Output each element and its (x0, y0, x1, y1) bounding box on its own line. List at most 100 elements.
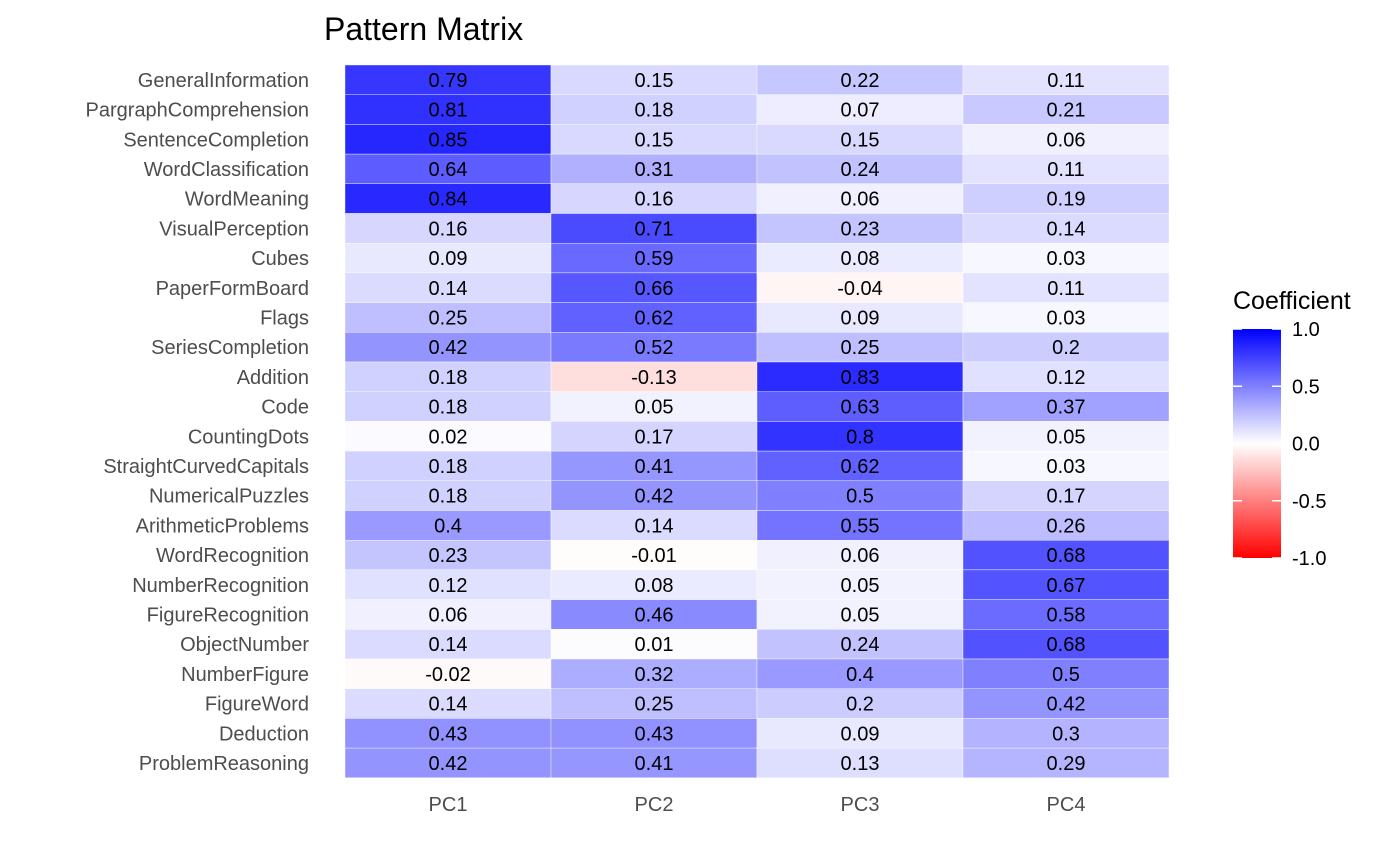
heatmap-cell (962, 332, 1170, 363)
heatmap-cell (550, 629, 758, 660)
heatmap-cell (550, 450, 758, 482)
row-label: SentenceCompletion (123, 129, 309, 151)
row-label: WordMeaning (185, 189, 309, 211)
legend-ticks: 1.0 0.5 0.0 -0.5 -1.0 (1233, 319, 1326, 570)
row-label: Cubes (251, 248, 309, 270)
heatmap-cell (550, 540, 758, 571)
color-legend: Coefficient 1.0 0.5 0.0 -0.5 -1.0 (1233, 287, 1351, 570)
heatmap-cell (344, 658, 552, 689)
legend-tick-label: 0.5 (1292, 376, 1320, 398)
column-label: PC3 (841, 794, 880, 816)
legend-tick-label: 1.0 (1292, 319, 1320, 341)
heatmap-cell (756, 421, 964, 452)
legend-tick-label: -0.5 (1292, 491, 1326, 513)
cell-value-label: 0.09 (841, 307, 880, 329)
cell-value-label: 0.15 (635, 70, 674, 92)
heatmap-cell (962, 510, 1170, 541)
heatmap-cell (344, 629, 552, 660)
row-label: GeneralInformation (138, 70, 309, 92)
cell-value-label: 0.62 (841, 456, 880, 478)
heatmap-cell (344, 569, 552, 600)
row-labels: GeneralInformation PargraphComprehension S… (86, 70, 310, 775)
heatmap-cell (962, 421, 1170, 452)
row-label: Addition (237, 367, 309, 389)
heatmap-cell (756, 183, 964, 214)
heatmap-cell (550, 183, 758, 214)
heatmap-cell (962, 747, 1170, 778)
heatmap-cell (550, 658, 758, 689)
cell-value-label: 0.18 (429, 397, 468, 419)
cell-value-label: 0.25 (841, 337, 880, 359)
heatmap-cell (550, 599, 758, 630)
cell-value-label: 0.42 (1047, 694, 1086, 716)
cell-value-label: 0.03 (1047, 456, 1086, 478)
heatmap-cell (550, 64, 758, 95)
heatmap-cell (756, 391, 964, 422)
row-label: SeriesCompletion (151, 337, 309, 359)
heatmap-cell (344, 272, 552, 303)
cell-value-label: 0.23 (429, 545, 468, 567)
heatmap-cell (962, 629, 1170, 660)
cell-value-label: 0.08 (635, 575, 674, 597)
cell-value-label: 0.4 (846, 664, 874, 686)
heatmap-cell (344, 747, 552, 778)
cell-value-label: 0.18 (429, 456, 468, 478)
cell-value-label: 0.42 (429, 753, 468, 775)
heatmap-cell (344, 94, 552, 125)
heatmap-cell (962, 361, 1170, 392)
cell-value-label: 0.11 (1047, 159, 1084, 181)
cell-value-label: 0.15 (635, 129, 674, 151)
column-label: PC1 (429, 794, 468, 816)
heatmap-cell (550, 124, 758, 155)
row-label: WordClassification (144, 159, 309, 181)
cell-value-label: 0.63 (841, 397, 880, 419)
column-label: PC2 (635, 794, 674, 816)
heatmap-cell (756, 599, 964, 630)
cell-value-label: 0.05 (1047, 426, 1086, 448)
row-label: VisualPerception (159, 218, 309, 240)
row-label: ProblemReasoning (139, 753, 309, 775)
heatmap-cell (756, 361, 964, 392)
heatmap-cell (344, 391, 552, 422)
heatmap-cell (756, 747, 964, 778)
heatmap-cell (550, 747, 758, 778)
heatmap-cell (344, 718, 552, 749)
heatmap-cell (756, 332, 964, 363)
cell-value-label: 0.18 (429, 486, 468, 508)
heatmap-cell (344, 480, 552, 511)
heatmap-cell (550, 569, 758, 600)
cell-value-label: 0.13 (841, 753, 880, 775)
cell-value-label: 0.59 (635, 248, 674, 270)
heatmap-cell (344, 213, 552, 244)
heatmap-cell (962, 183, 1170, 214)
cell-value-label: 0.81 (429, 100, 468, 122)
heatmap-cell (550, 391, 758, 422)
heatmap-cell (550, 688, 758, 719)
heatmap-cell (962, 302, 1170, 333)
legend-title: Coefficient (1233, 287, 1351, 315)
cell-value-label: 0.2 (846, 694, 874, 716)
cell-value-label: 0.21 (1047, 100, 1086, 122)
cell-value-label: 0.03 (1047, 248, 1086, 270)
heatmap-cell (756, 302, 964, 333)
cell-value-label: 0.32 (635, 664, 674, 686)
legend-tick-label: 0.0 (1292, 434, 1320, 456)
cell-value-label: 0.79 (429, 70, 468, 92)
cell-value-label: 0.25 (429, 307, 468, 329)
row-label: Code (261, 397, 309, 419)
cell-value-label: 0.2 (1052, 337, 1080, 359)
heatmap-cell (344, 688, 552, 719)
cell-value-label: 0.42 (635, 486, 674, 508)
row-label: CountingDots (188, 426, 309, 448)
heatmap-cell (550, 153, 758, 185)
heatmap-cell (344, 510, 552, 541)
cell-value-label: 0.05 (635, 397, 674, 419)
cell-value-label: 0.14 (429, 278, 468, 300)
cell-value-label: 0.06 (1047, 129, 1086, 151)
heatmap-cell (756, 480, 964, 511)
cell-value-label: 0.16 (429, 218, 468, 240)
cell-value-label: -0.02 (425, 664, 471, 686)
cell-value-label: 0.62 (635, 307, 674, 329)
cell-value-label: 0.06 (841, 545, 880, 567)
cell-value-label: 0.23 (841, 218, 880, 240)
